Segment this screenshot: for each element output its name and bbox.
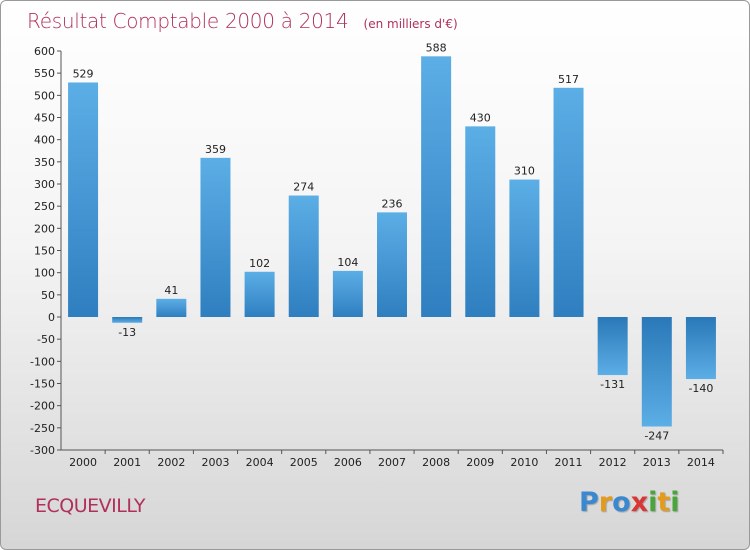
logo-letter: P <box>579 487 599 518</box>
y-tick-label: 300 <box>34 178 55 191</box>
bar-2009 <box>465 126 496 317</box>
x-tick-label: 2011 <box>555 456 583 469</box>
x-tick-label: 2010 <box>510 456 538 469</box>
data-label: 236 <box>382 197 403 210</box>
y-tick-label: 400 <box>34 134 55 147</box>
data-label: 588 <box>426 41 447 54</box>
logo-letter: i <box>648 487 658 518</box>
data-label: 430 <box>470 111 491 124</box>
logo-letter: i <box>670 487 680 518</box>
x-tick-label: 2002 <box>157 456 185 469</box>
bar-2004 <box>244 271 275 317</box>
data-label: -131 <box>600 378 625 391</box>
bar-2006 <box>332 270 363 317</box>
bar-2014 <box>685 317 716 380</box>
y-tick-label: 0 <box>48 311 55 324</box>
y-tick-label: 450 <box>34 112 55 125</box>
bar-2003 <box>200 157 231 317</box>
data-label: -140 <box>688 382 713 395</box>
chart-title-block: Résultat Comptable 2000 à 2014 (en milli… <box>27 9 458 33</box>
x-tick-label: 2012 <box>599 456 627 469</box>
y-tick-label: 250 <box>34 200 55 213</box>
bar-2002 <box>156 298 187 317</box>
bar-2005 <box>288 195 319 317</box>
bar-2012 <box>597 317 628 376</box>
x-tick-label: 2007 <box>378 456 406 469</box>
logo-letter: x <box>630 487 649 518</box>
data-label: 359 <box>205 143 226 156</box>
bar-2007 <box>377 212 407 317</box>
y-tick-label: 200 <box>34 222 55 235</box>
chart-title: Résultat Comptable 2000 à 2014 <box>27 9 349 33</box>
data-label: 310 <box>514 165 535 178</box>
commune-name: ECQUEVILLY <box>35 495 146 517</box>
data-label: 102 <box>249 257 270 270</box>
y-tick-label: 550 <box>34 67 55 80</box>
x-tick-label: 2013 <box>643 456 671 469</box>
proxiti-logo: Proxiti <box>579 487 680 518</box>
logo-letter: r <box>598 487 613 518</box>
data-label: 517 <box>558 73 579 86</box>
y-tick-label: 350 <box>34 156 55 169</box>
bar-2010 <box>509 179 540 317</box>
y-tick-label: -50 <box>37 333 55 346</box>
chart-subtitle: (en milliers d'€) <box>363 17 458 31</box>
y-tick-label: 600 <box>34 45 55 58</box>
bar-2008 <box>421 56 452 317</box>
x-tick-label: 2005 <box>290 456 318 469</box>
y-tick-label: -200 <box>30 400 55 413</box>
y-tick-label: 50 <box>41 289 55 302</box>
x-tick-label: 2009 <box>466 456 494 469</box>
y-tick-label: 150 <box>34 245 55 258</box>
bar-2001 <box>112 317 143 323</box>
y-tick-label: 100 <box>34 267 55 280</box>
x-tick-label: 2000 <box>69 456 97 469</box>
logo-letter: t <box>657 487 671 518</box>
x-tick-label: 2006 <box>334 456 362 469</box>
data-label: 274 <box>293 181 314 194</box>
data-label: -13 <box>118 326 136 339</box>
data-label: -247 <box>644 430 669 443</box>
y-tick-label: -300 <box>30 444 55 457</box>
y-tick-label: -250 <box>30 422 55 435</box>
y-tick-label: -100 <box>30 355 55 368</box>
x-tick-label: 2004 <box>246 456 274 469</box>
bar-2000 <box>68 82 99 317</box>
y-tick-label: -150 <box>30 378 55 391</box>
bar-2013 <box>641 317 672 427</box>
data-label: 529 <box>73 67 94 80</box>
data-label: 41 <box>164 284 178 297</box>
y-tick-label: 500 <box>34 89 55 102</box>
x-tick-label: 2003 <box>201 456 229 469</box>
data-label: 104 <box>337 256 358 269</box>
x-tick-label: 2014 <box>687 456 715 469</box>
logo-letter: o <box>612 487 631 518</box>
x-tick-label: 2008 <box>422 456 450 469</box>
x-tick-label: 2001 <box>113 456 141 469</box>
bar-2011 <box>553 87 584 318</box>
